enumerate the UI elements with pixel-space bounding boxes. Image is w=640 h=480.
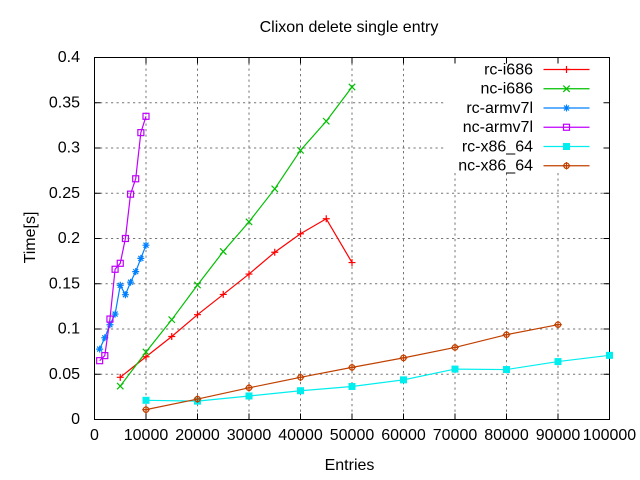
svg-text:0.2: 0.2 xyxy=(58,230,80,247)
svg-text:Entries: Entries xyxy=(325,457,375,474)
svg-text:70000: 70000 xyxy=(433,427,478,444)
svg-text:0.4: 0.4 xyxy=(58,49,80,66)
svg-text:10000: 10000 xyxy=(124,427,169,444)
svg-text:nc-x86_64: nc-x86_64 xyxy=(458,158,533,175)
svg-text:0.3: 0.3 xyxy=(58,140,80,157)
svg-text:0.35: 0.35 xyxy=(49,94,80,111)
svg-text:0.1: 0.1 xyxy=(58,321,80,338)
svg-text:0.05: 0.05 xyxy=(49,366,80,383)
svg-text:rc-i686: rc-i686 xyxy=(484,61,533,78)
svg-text:0.15: 0.15 xyxy=(49,275,80,292)
svg-text:60000: 60000 xyxy=(381,427,426,444)
svg-text:30000: 30000 xyxy=(227,427,272,444)
svg-text:rc-armv7l: rc-armv7l xyxy=(466,100,533,117)
svg-text:20000: 20000 xyxy=(175,427,220,444)
svg-text:0.25: 0.25 xyxy=(49,185,80,202)
svg-text:Clixon delete single entry: Clixon delete single entry xyxy=(260,19,439,36)
svg-text:nc-armv7l: nc-armv7l xyxy=(463,119,533,136)
svg-text:90000: 90000 xyxy=(536,427,581,444)
svg-text:0: 0 xyxy=(71,411,80,428)
svg-text:Time[s]: Time[s] xyxy=(22,212,39,264)
svg-text:50000: 50000 xyxy=(330,427,375,444)
svg-text:nc-i686: nc-i686 xyxy=(481,81,534,98)
svg-text:100000: 100000 xyxy=(583,427,636,444)
svg-text:40000: 40000 xyxy=(278,427,323,444)
svg-text:0: 0 xyxy=(90,427,99,444)
svg-text:rc-x86_64: rc-x86_64 xyxy=(462,138,533,155)
svg-text:80000: 80000 xyxy=(484,427,529,444)
